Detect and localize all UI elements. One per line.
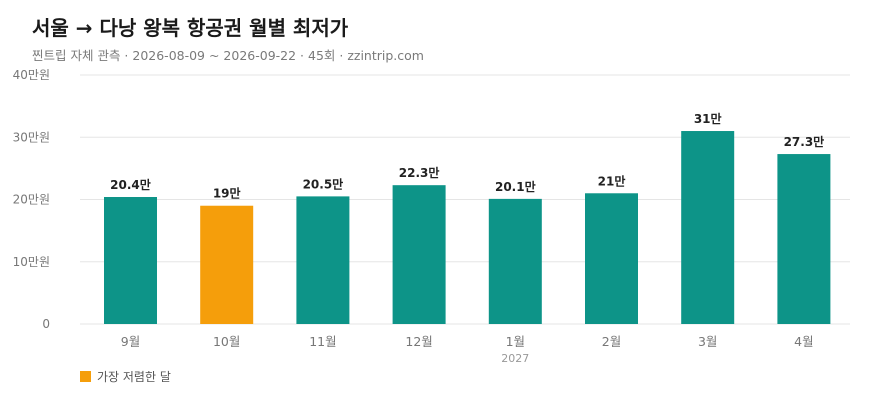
data-label: 27.3만 xyxy=(784,134,825,149)
bar xyxy=(104,197,157,324)
x-tick-label: 1월 xyxy=(506,334,525,349)
x-tick-label: 9월 xyxy=(121,334,140,349)
x-tick-label: 4월 xyxy=(794,334,813,349)
data-label: 20.5만 xyxy=(303,176,344,191)
y-tick-label: 0 xyxy=(42,317,50,331)
y-tick-label: 40만원 xyxy=(13,68,50,82)
data-label: 20.4만 xyxy=(110,177,151,192)
x-tick-sublabel: 2027 xyxy=(501,352,529,365)
x-tick-label: 11월 xyxy=(309,334,336,349)
data-label: 19만 xyxy=(213,186,241,201)
data-label: 22.3만 xyxy=(399,165,440,180)
x-tick-label: 12월 xyxy=(405,334,432,349)
data-label: 20.1만 xyxy=(495,179,536,194)
legend: 가장 저렴한 달 xyxy=(80,368,171,385)
legend-label-highlight: 가장 저렴한 달 xyxy=(97,370,171,384)
y-tick-label: 20만원 xyxy=(13,193,50,207)
y-tick-label: 30만원 xyxy=(13,130,50,144)
bar xyxy=(392,185,446,324)
chart-title: 서울 → 다낭 왕복 항공권 월별 최저가 xyxy=(32,16,349,40)
bar xyxy=(296,196,350,324)
bar xyxy=(585,193,638,324)
data-label: 31만 xyxy=(694,111,722,126)
bar xyxy=(681,131,735,324)
data-label: 21만 xyxy=(598,173,626,188)
bar xyxy=(777,154,831,324)
x-tick-label: 2월 xyxy=(602,334,621,349)
bar xyxy=(200,205,254,324)
legend-swatch-highlight xyxy=(80,371,91,382)
x-tick-label: 10월 xyxy=(213,334,240,349)
x-tick-label: 3월 xyxy=(698,334,717,349)
bar xyxy=(488,198,542,324)
chart-subtitle: 찐트립 자체 관측 · 2026-08-09 ~ 2026-09-22 · 45… xyxy=(32,48,424,63)
y-tick-label: 10만원 xyxy=(13,255,50,269)
